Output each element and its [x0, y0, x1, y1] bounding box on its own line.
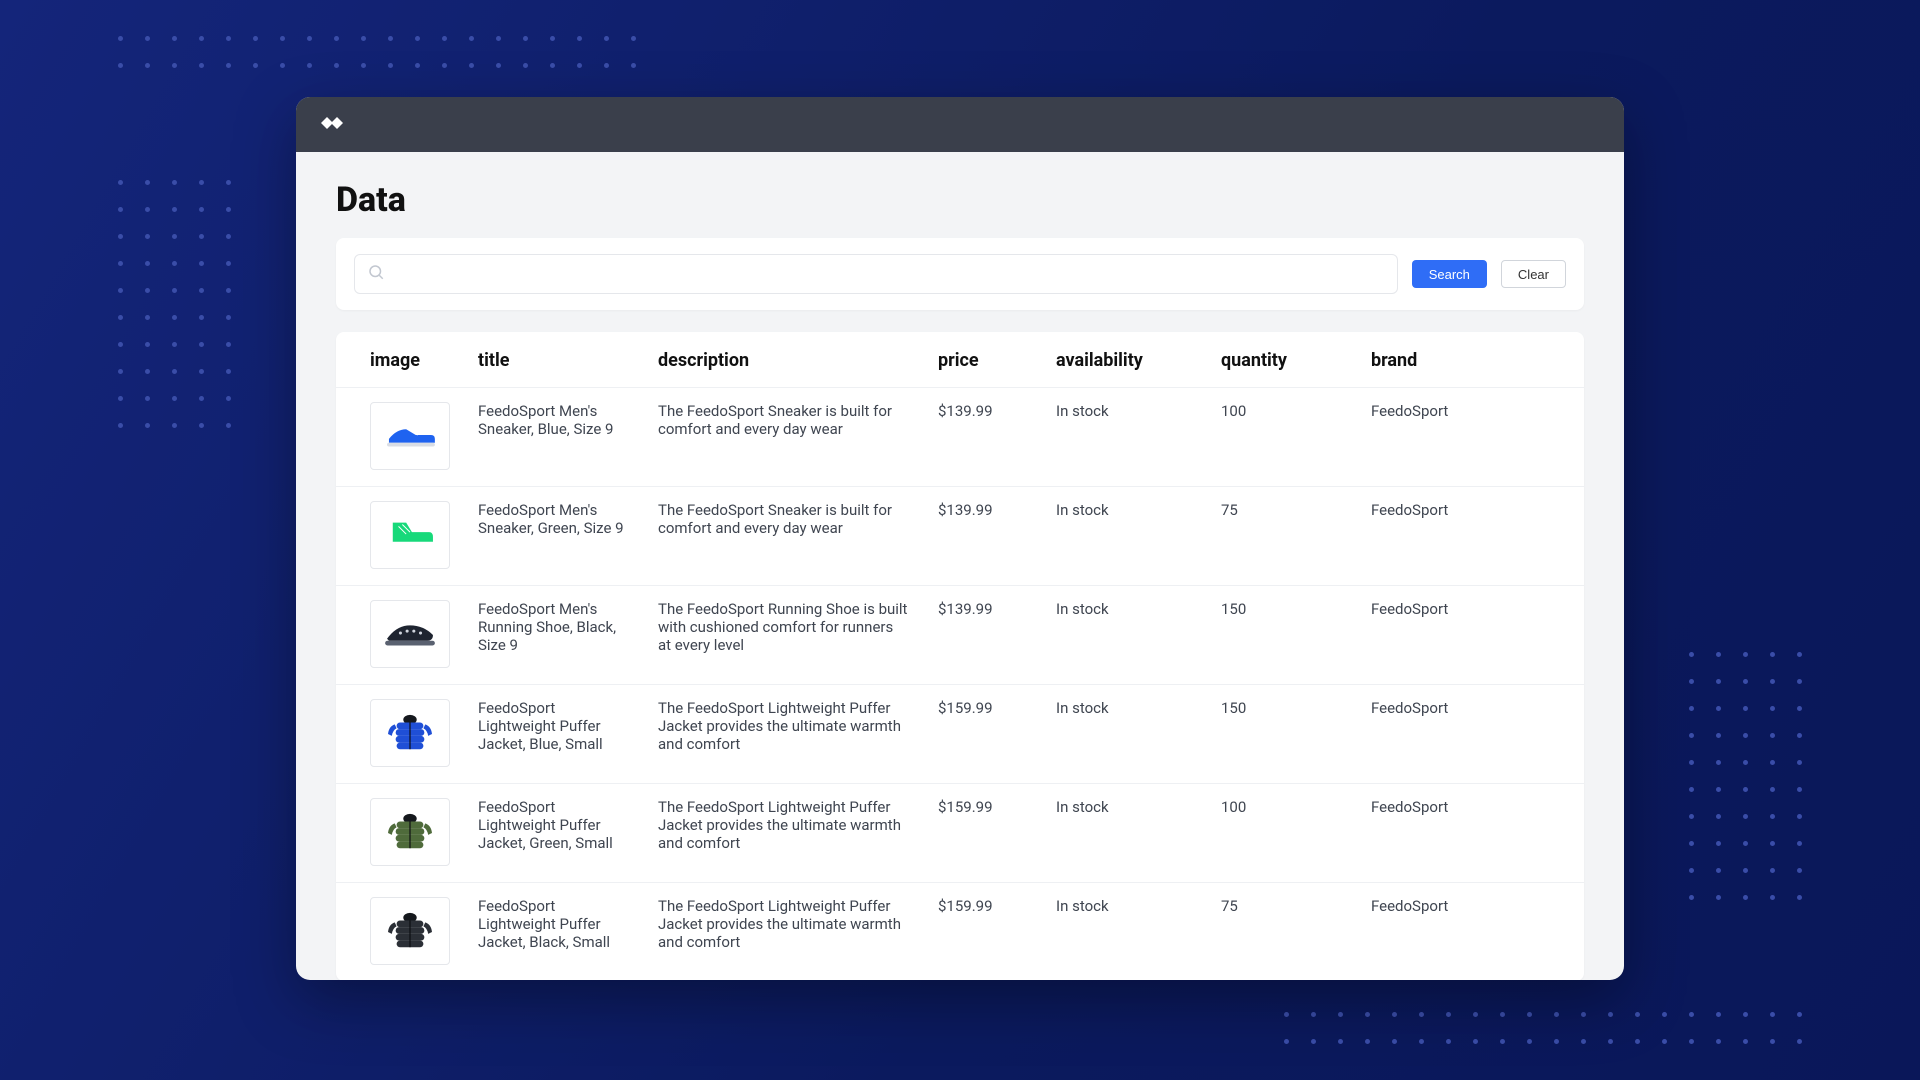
cell-quantity: 75	[1207, 883, 1357, 981]
table-row[interactable]: FeedoSport Lightweight Puffer Jacket, Bl…	[336, 883, 1584, 981]
clear-button[interactable]: Clear	[1501, 260, 1566, 288]
cell-price: $139.99	[924, 487, 1042, 586]
cell-price: $139.99	[924, 388, 1042, 487]
data-table: image title description price availabili…	[336, 332, 1584, 980]
cell-quantity: 100	[1207, 388, 1357, 487]
decorative-dots-top	[118, 36, 636, 68]
app-window: Data Search Clear image title de	[296, 97, 1624, 980]
decorative-dots-right	[1689, 652, 1802, 900]
cell-title: FeedoSport Men's Sneaker, Green, Size 9	[464, 487, 644, 586]
cell-availability: In stock	[1042, 883, 1207, 981]
cell-availability: In stock	[1042, 487, 1207, 586]
cell-title: FeedoSport Men's Sneaker, Blue, Size 9	[464, 388, 644, 487]
search-input[interactable]	[385, 266, 1385, 283]
cell-description: The FeedoSport Lightweight Puffer Jacket…	[644, 685, 924, 784]
cell-title: FeedoSport Men's Running Shoe, Black, Si…	[464, 586, 644, 685]
cell-quantity: 150	[1207, 586, 1357, 685]
cell-description: The FeedoSport Sneaker is built for comf…	[644, 388, 924, 487]
cell-brand: FeedoSport	[1357, 388, 1584, 487]
cell-price: $139.99	[924, 586, 1042, 685]
decorative-dots-bottom	[1284, 1012, 1802, 1044]
table-row[interactable]: FeedoSport Lightweight Puffer Jacket, Bl…	[336, 685, 1584, 784]
cell-title: FeedoSport Lightweight Puffer Jacket, Gr…	[464, 784, 644, 883]
product-thumbnail	[370, 402, 450, 470]
cell-availability: In stock	[1042, 784, 1207, 883]
table-row[interactable]: FeedoSport Men's Sneaker, Green, Size 9 …	[336, 487, 1584, 586]
search-icon	[367, 263, 385, 285]
cell-brand: FeedoSport	[1357, 883, 1584, 981]
cell-title: FeedoSport Lightweight Puffer Jacket, Bl…	[464, 883, 644, 981]
data-table-card: image title description price availabili…	[336, 332, 1584, 980]
col-header-availability: availability	[1042, 332, 1207, 388]
page-title: Data	[336, 180, 1584, 220]
cell-description: The FeedoSport Running Shoe is built wit…	[644, 586, 924, 685]
cell-quantity: 100	[1207, 784, 1357, 883]
cell-title: FeedoSport Lightweight Puffer Jacket, Bl…	[464, 685, 644, 784]
col-header-price: price	[924, 332, 1042, 388]
cell-availability: In stock	[1042, 586, 1207, 685]
table-row[interactable]: FeedoSport Men's Sneaker, Blue, Size 9 T…	[336, 388, 1584, 487]
cell-brand: FeedoSport	[1357, 586, 1584, 685]
cell-quantity: 150	[1207, 685, 1357, 784]
search-input-container[interactable]	[354, 254, 1398, 294]
table-header-row: image title description price availabili…	[336, 332, 1584, 388]
col-header-brand: brand	[1357, 332, 1584, 388]
cell-price: $159.99	[924, 883, 1042, 981]
app-logo-icon	[318, 112, 348, 138]
app-header	[296, 97, 1624, 152]
cell-price: $159.99	[924, 685, 1042, 784]
cell-description: The FeedoSport Lightweight Puffer Jacket…	[644, 883, 924, 981]
cell-quantity: 75	[1207, 487, 1357, 586]
col-header-title: title	[464, 332, 644, 388]
col-header-quantity: quantity	[1207, 332, 1357, 388]
table-row[interactable]: FeedoSport Men's Running Shoe, Black, Si…	[336, 586, 1584, 685]
table-row[interactable]: FeedoSport Lightweight Puffer Jacket, Gr…	[336, 784, 1584, 883]
product-thumbnail	[370, 699, 450, 767]
col-header-description: description	[644, 332, 924, 388]
decorative-dots-left	[118, 180, 231, 428]
cell-availability: In stock	[1042, 388, 1207, 487]
search-button[interactable]: Search	[1412, 260, 1487, 288]
cell-availability: In stock	[1042, 685, 1207, 784]
cell-price: $159.99	[924, 784, 1042, 883]
col-header-image: image	[336, 332, 464, 388]
search-panel: Search Clear	[336, 238, 1584, 310]
product-thumbnail	[370, 600, 450, 668]
cell-brand: FeedoSport	[1357, 685, 1584, 784]
product-thumbnail	[370, 897, 450, 965]
cell-description: The FeedoSport Sneaker is built for comf…	[644, 487, 924, 586]
product-thumbnail	[370, 501, 450, 569]
cell-description: The FeedoSport Lightweight Puffer Jacket…	[644, 784, 924, 883]
cell-brand: FeedoSport	[1357, 784, 1584, 883]
cell-brand: FeedoSport	[1357, 487, 1584, 586]
product-thumbnail	[370, 798, 450, 866]
